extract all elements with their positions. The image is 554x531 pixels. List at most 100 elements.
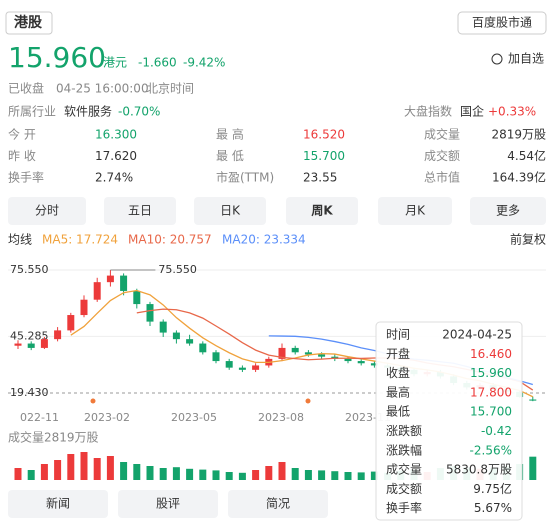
info-label: 最 低 [216,149,244,163]
tooltip-value: 9.75亿 [473,481,512,496]
bottom-label[interactable]: 简况 [266,497,290,511]
tooltip-value: 15.700 [470,405,512,419]
event-dot[interactable] [305,398,311,404]
candle-body [120,275,128,291]
tooltip-label: 最高 [386,384,410,399]
info-label: 成交量 [424,127,460,142]
peak-label: 75.550 [158,263,197,276]
tab-label[interactable]: 更多 [496,204,520,218]
tab-label[interactable]: 日K [220,204,241,218]
pct: -9.42% [183,56,225,70]
volume-bar [529,456,537,480]
volume-bar [331,471,339,480]
candle-body [14,343,22,346]
tooltip-value: 15.960 [470,366,512,380]
tab-button[interactable] [194,197,266,225]
candle-body [278,347,286,359]
bottom-label[interactable]: 新闻 [46,496,70,511]
ma20: MA20: 23.334 [222,233,306,247]
price: 15.960 [8,41,106,74]
y-tick-label: 45.285 [10,329,49,342]
candle-body [159,321,167,333]
candle-body [212,352,220,362]
volume-bar [344,472,352,480]
watch-icon[interactable] [491,53,503,65]
watch[interactable]: 加自选 [508,52,544,66]
candle-body [80,299,88,316]
tooltip-label: 最低 [386,405,410,419]
tab-button[interactable] [8,197,86,225]
volume-bar [212,470,220,480]
brand-box [457,11,547,35]
event-dot[interactable] [90,398,96,404]
tab-label[interactable]: 五日 [128,204,152,218]
info-value: 16.520 [303,128,345,142]
tab-button[interactable] [286,197,358,225]
tab-button[interactable] [470,197,546,225]
candle-body [318,354,326,357]
candle-body [93,282,101,300]
volume-bar [370,471,378,480]
candle-body [225,361,233,368]
tooltip-label: 时间 [386,328,410,342]
x-tick-label: 022-11 [20,411,59,424]
bottom-button[interactable] [118,490,218,518]
volume-bar [357,472,365,480]
volume-bar [80,452,88,480]
candle-body [291,347,299,353]
tooltip-label: 开盘 [386,346,410,361]
volume-bar [172,467,180,480]
zone: 北京时间 [146,82,194,96]
tooltip-value: 5830.8万股 [446,463,512,477]
info-value: 15.700 [303,149,345,163]
tab-label[interactable]: 周K [311,204,333,218]
bottom-button[interactable] [228,490,328,518]
info-label: 市盈(TTM) [216,170,274,185]
candle-body [252,365,260,370]
volume-bar [252,470,260,480]
y-tick-label: 75.550 [10,263,49,276]
candle-body [304,352,312,355]
candle-body [344,358,352,362]
info-value: 4.54亿 [507,148,546,163]
adjust[interactable]: 前复权 [510,232,546,247]
volume-bar [304,470,312,480]
tooltip-value: 2024-04-25 [442,328,512,342]
tooltip-value: 5.67% [474,501,512,515]
candle-body [133,290,141,305]
status: 已收盘 [8,81,44,96]
tab-label[interactable]: 分时 [35,204,59,218]
industry[interactable]: 软件服务 [64,104,112,119]
volume-bar [265,466,273,480]
volume-bar [225,472,233,480]
volume-bar [54,460,62,480]
volume-bar [146,466,154,480]
tab-button[interactable] [378,197,452,225]
volume-bar [40,464,48,480]
y-tick-label: 19.430 [10,386,49,399]
candle-body [67,315,75,331]
tooltip-value: 16.460 [470,347,512,361]
industry-label: 所属行业 [8,105,56,119]
industry-pct: -0.70% [118,105,160,119]
candle-body [40,339,48,348]
brand[interactable]: 百度股市通 [472,15,532,30]
info-label: 换手率 [8,170,44,185]
change: -1.660 [138,56,177,70]
bottom-button[interactable] [8,490,108,518]
x-tick-label: 2023-02 [84,411,130,424]
tab-label[interactable]: 月K [405,204,426,218]
tooltip [375,321,523,521]
time: 04-25 16:00:00 [56,82,149,96]
index[interactable]: 国企 [460,104,484,119]
index-pct: +0.33% [488,105,536,119]
ma-label: 均线 [8,233,32,247]
market-tab[interactable]: 港股 [14,14,43,31]
bottom-label[interactable]: 股评 [156,497,180,511]
tab-box [5,11,53,35]
info-label: 最 高 [216,127,244,142]
volume-bar [120,462,128,480]
volume-bar [238,472,246,480]
tab-button[interactable] [104,197,176,225]
